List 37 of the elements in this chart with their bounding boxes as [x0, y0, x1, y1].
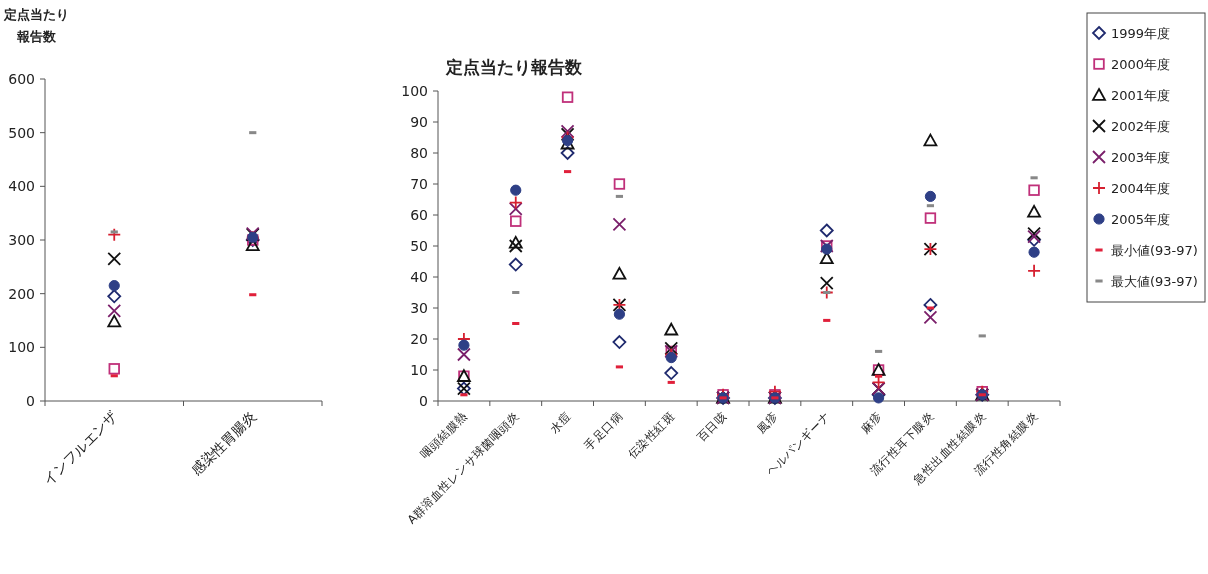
legend-label: 2004年度	[1111, 181, 1171, 196]
y-tick-label: 200	[8, 285, 35, 302]
y-tick-label: 50	[410, 238, 428, 254]
x-tick-label: 水痘	[546, 409, 574, 437]
y-tick-label: 80	[410, 145, 428, 161]
legend-label: 2001年度	[1111, 88, 1171, 103]
y-tick-label: 300	[8, 232, 35, 248]
y-tick-label: 100	[401, 83, 428, 99]
y-tick-label: 70	[410, 176, 428, 192]
x-tick-label: 伝染性紅斑	[625, 409, 678, 462]
y-axis-title: 定点当たり報告数	[2, 6, 70, 46]
x-tick-label: 手足口病	[581, 409, 626, 454]
legend-label: 最小値(93-97)	[1111, 243, 1198, 258]
legend-label: 2002年度	[1111, 119, 1171, 134]
legend-label: 2000年度	[1111, 57, 1171, 72]
chart-title: 定点当たり報告数	[445, 57, 583, 77]
y-tick-label: 100	[8, 339, 35, 356]
legend-label: 1999年度	[1111, 26, 1171, 41]
y-tick-label: 40	[410, 269, 428, 285]
y-tick-label: 20	[410, 331, 428, 347]
x-tick-label: 風疹	[754, 409, 782, 437]
y-tick-label: 0	[419, 393, 428, 409]
y-tick-label: 400	[8, 178, 35, 195]
y-tick-label: 60	[410, 207, 428, 223]
legend-label: 2003年度	[1111, 150, 1171, 165]
y-tick-label: 600	[8, 71, 35, 87]
x-tick-label: 麻疹	[857, 409, 885, 437]
x-tick-label: 百日咳	[693, 409, 730, 445]
legend-label: 2005年度	[1111, 212, 1171, 227]
legend-label: 最大値(93-97)	[1111, 274, 1198, 289]
x-tick-label: インフルエンザ	[39, 407, 121, 489]
y-tick-label: 0	[26, 393, 35, 409]
y-tick-label: 500	[8, 124, 35, 141]
y-tick-label: 90	[410, 114, 428, 130]
y-tick-label: 30	[410, 300, 428, 316]
x-tick-label: 感染性胃腸炎	[188, 407, 259, 479]
y-tick-label: 10	[410, 362, 428, 378]
